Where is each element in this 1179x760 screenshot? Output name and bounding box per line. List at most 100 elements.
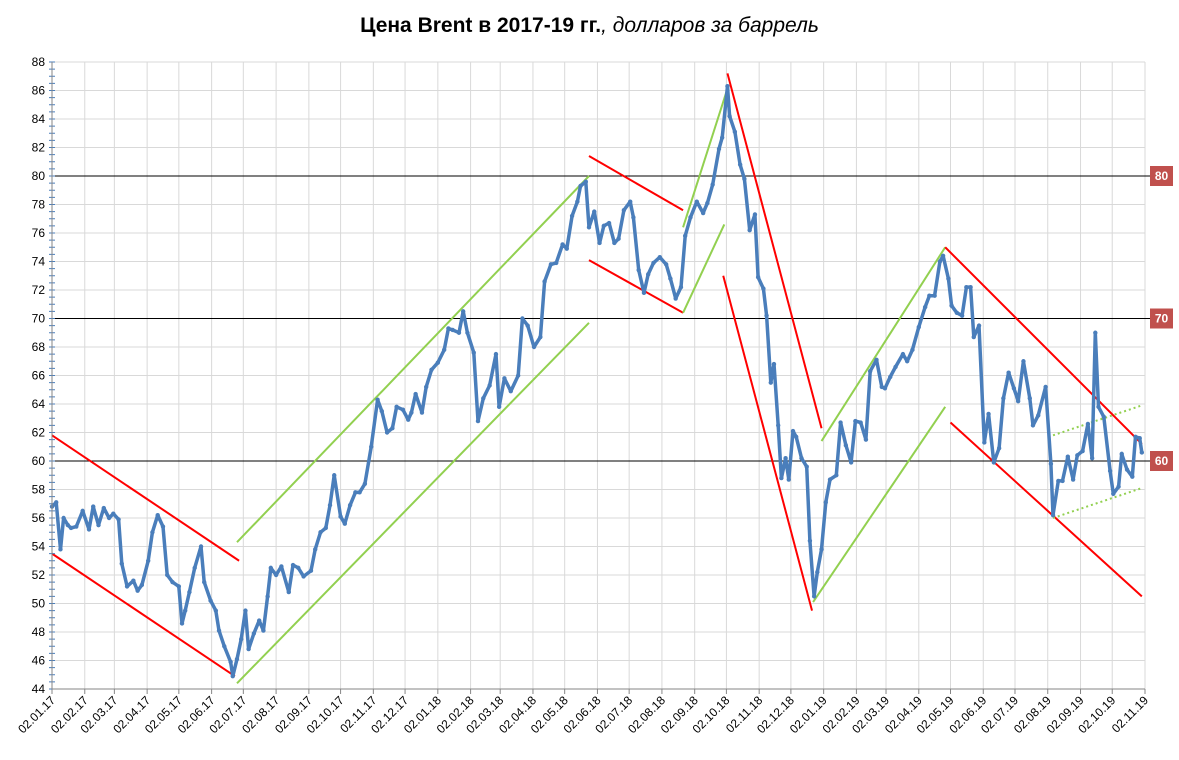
price-point <box>732 129 738 135</box>
price-point <box>515 373 521 378</box>
price-point <box>58 547 63 552</box>
price-point <box>279 564 284 569</box>
price-point <box>986 411 991 417</box>
y-tick-label: 88 <box>32 55 46 69</box>
x-tick-label: 02.11.19 <box>1109 693 1152 736</box>
y-tick-label: 58 <box>32 483 46 497</box>
price-point <box>705 200 710 206</box>
price-point <box>1137 436 1142 441</box>
trend-line <box>949 421 1143 598</box>
price-point <box>481 396 486 401</box>
price-point <box>827 477 833 482</box>
price-point <box>1006 370 1011 375</box>
price-point <box>246 646 251 652</box>
price-point <box>101 505 106 511</box>
price-point <box>406 417 411 422</box>
price-point <box>1065 454 1071 459</box>
price-point <box>296 565 301 571</box>
price-point <box>645 272 651 277</box>
price-point <box>843 443 849 448</box>
price-point <box>771 361 777 367</box>
price-point <box>124 584 130 589</box>
y-tick-label: 60 <box>32 454 46 468</box>
trend-line <box>726 73 823 429</box>
price-point <box>815 569 820 575</box>
price-point <box>834 473 839 478</box>
price-point <box>435 360 441 365</box>
price-point <box>268 565 274 571</box>
price-point <box>959 313 965 318</box>
price-point <box>202 579 207 585</box>
y-tick-label: 48 <box>32 625 46 639</box>
price-point <box>612 240 617 246</box>
price-point <box>940 253 946 258</box>
chart-title: Цена Brent в 2017-19 гг., долларов за ба… <box>0 14 1179 38</box>
y-tick-label: 78 <box>32 198 46 212</box>
trend-line <box>682 91 728 228</box>
price-point <box>222 644 227 649</box>
price-point <box>819 547 824 552</box>
price-point <box>621 208 627 213</box>
reference-badge <box>1150 308 1173 329</box>
price-point <box>487 383 492 388</box>
price-point <box>893 364 898 370</box>
price-point <box>996 445 1002 451</box>
price-point <box>192 565 197 571</box>
price-point <box>1124 467 1130 472</box>
price-point <box>569 213 575 219</box>
price-point <box>1130 474 1135 479</box>
y-tick-label: 84 <box>32 112 46 126</box>
price-point <box>1048 461 1054 467</box>
price-point <box>1021 359 1026 364</box>
y-tick-label: 82 <box>32 141 46 155</box>
price-point <box>694 199 700 204</box>
price-point <box>1133 434 1138 439</box>
price-point <box>1111 491 1116 496</box>
y-tick-label: 62 <box>32 426 46 440</box>
price-point <box>811 594 817 599</box>
price-point <box>764 313 769 318</box>
price-point <box>882 386 888 391</box>
price-point <box>1030 423 1036 428</box>
price-point <box>863 437 869 442</box>
price-point <box>261 628 266 633</box>
price-point <box>542 279 547 284</box>
price-point <box>592 209 597 214</box>
price-point <box>256 618 262 623</box>
price-point <box>1015 398 1021 404</box>
price-point <box>586 225 592 230</box>
price-point <box>65 522 71 528</box>
price-point <box>737 162 743 167</box>
price-point <box>520 316 525 321</box>
price-point <box>971 334 976 340</box>
price-point <box>538 334 543 340</box>
price-point <box>804 464 809 469</box>
price-point <box>790 428 796 434</box>
price-point <box>1080 448 1085 454</box>
price-point <box>446 326 451 331</box>
price-point <box>239 636 244 642</box>
price-point <box>823 500 828 505</box>
price-point <box>342 521 348 526</box>
price-point <box>636 267 641 273</box>
y-tick-label: 56 <box>32 511 46 525</box>
price-point <box>496 404 502 410</box>
y-tick-label: 76 <box>32 226 46 240</box>
price-point <box>323 525 328 531</box>
price-point <box>786 477 791 482</box>
price-point <box>265 594 270 599</box>
trend-line <box>944 246 1143 445</box>
reference-label: 80 <box>1155 169 1169 183</box>
price-point <box>379 408 385 414</box>
price-point <box>991 460 997 465</box>
price-point <box>554 260 559 266</box>
price-point <box>616 236 621 241</box>
price-point <box>54 500 59 505</box>
price-point <box>848 460 854 465</box>
price-point <box>362 481 368 486</box>
price-series <box>49 84 1145 679</box>
price-point <box>234 656 240 662</box>
price-point <box>888 374 893 380</box>
price-point <box>68 525 74 531</box>
trend-line <box>820 246 947 442</box>
